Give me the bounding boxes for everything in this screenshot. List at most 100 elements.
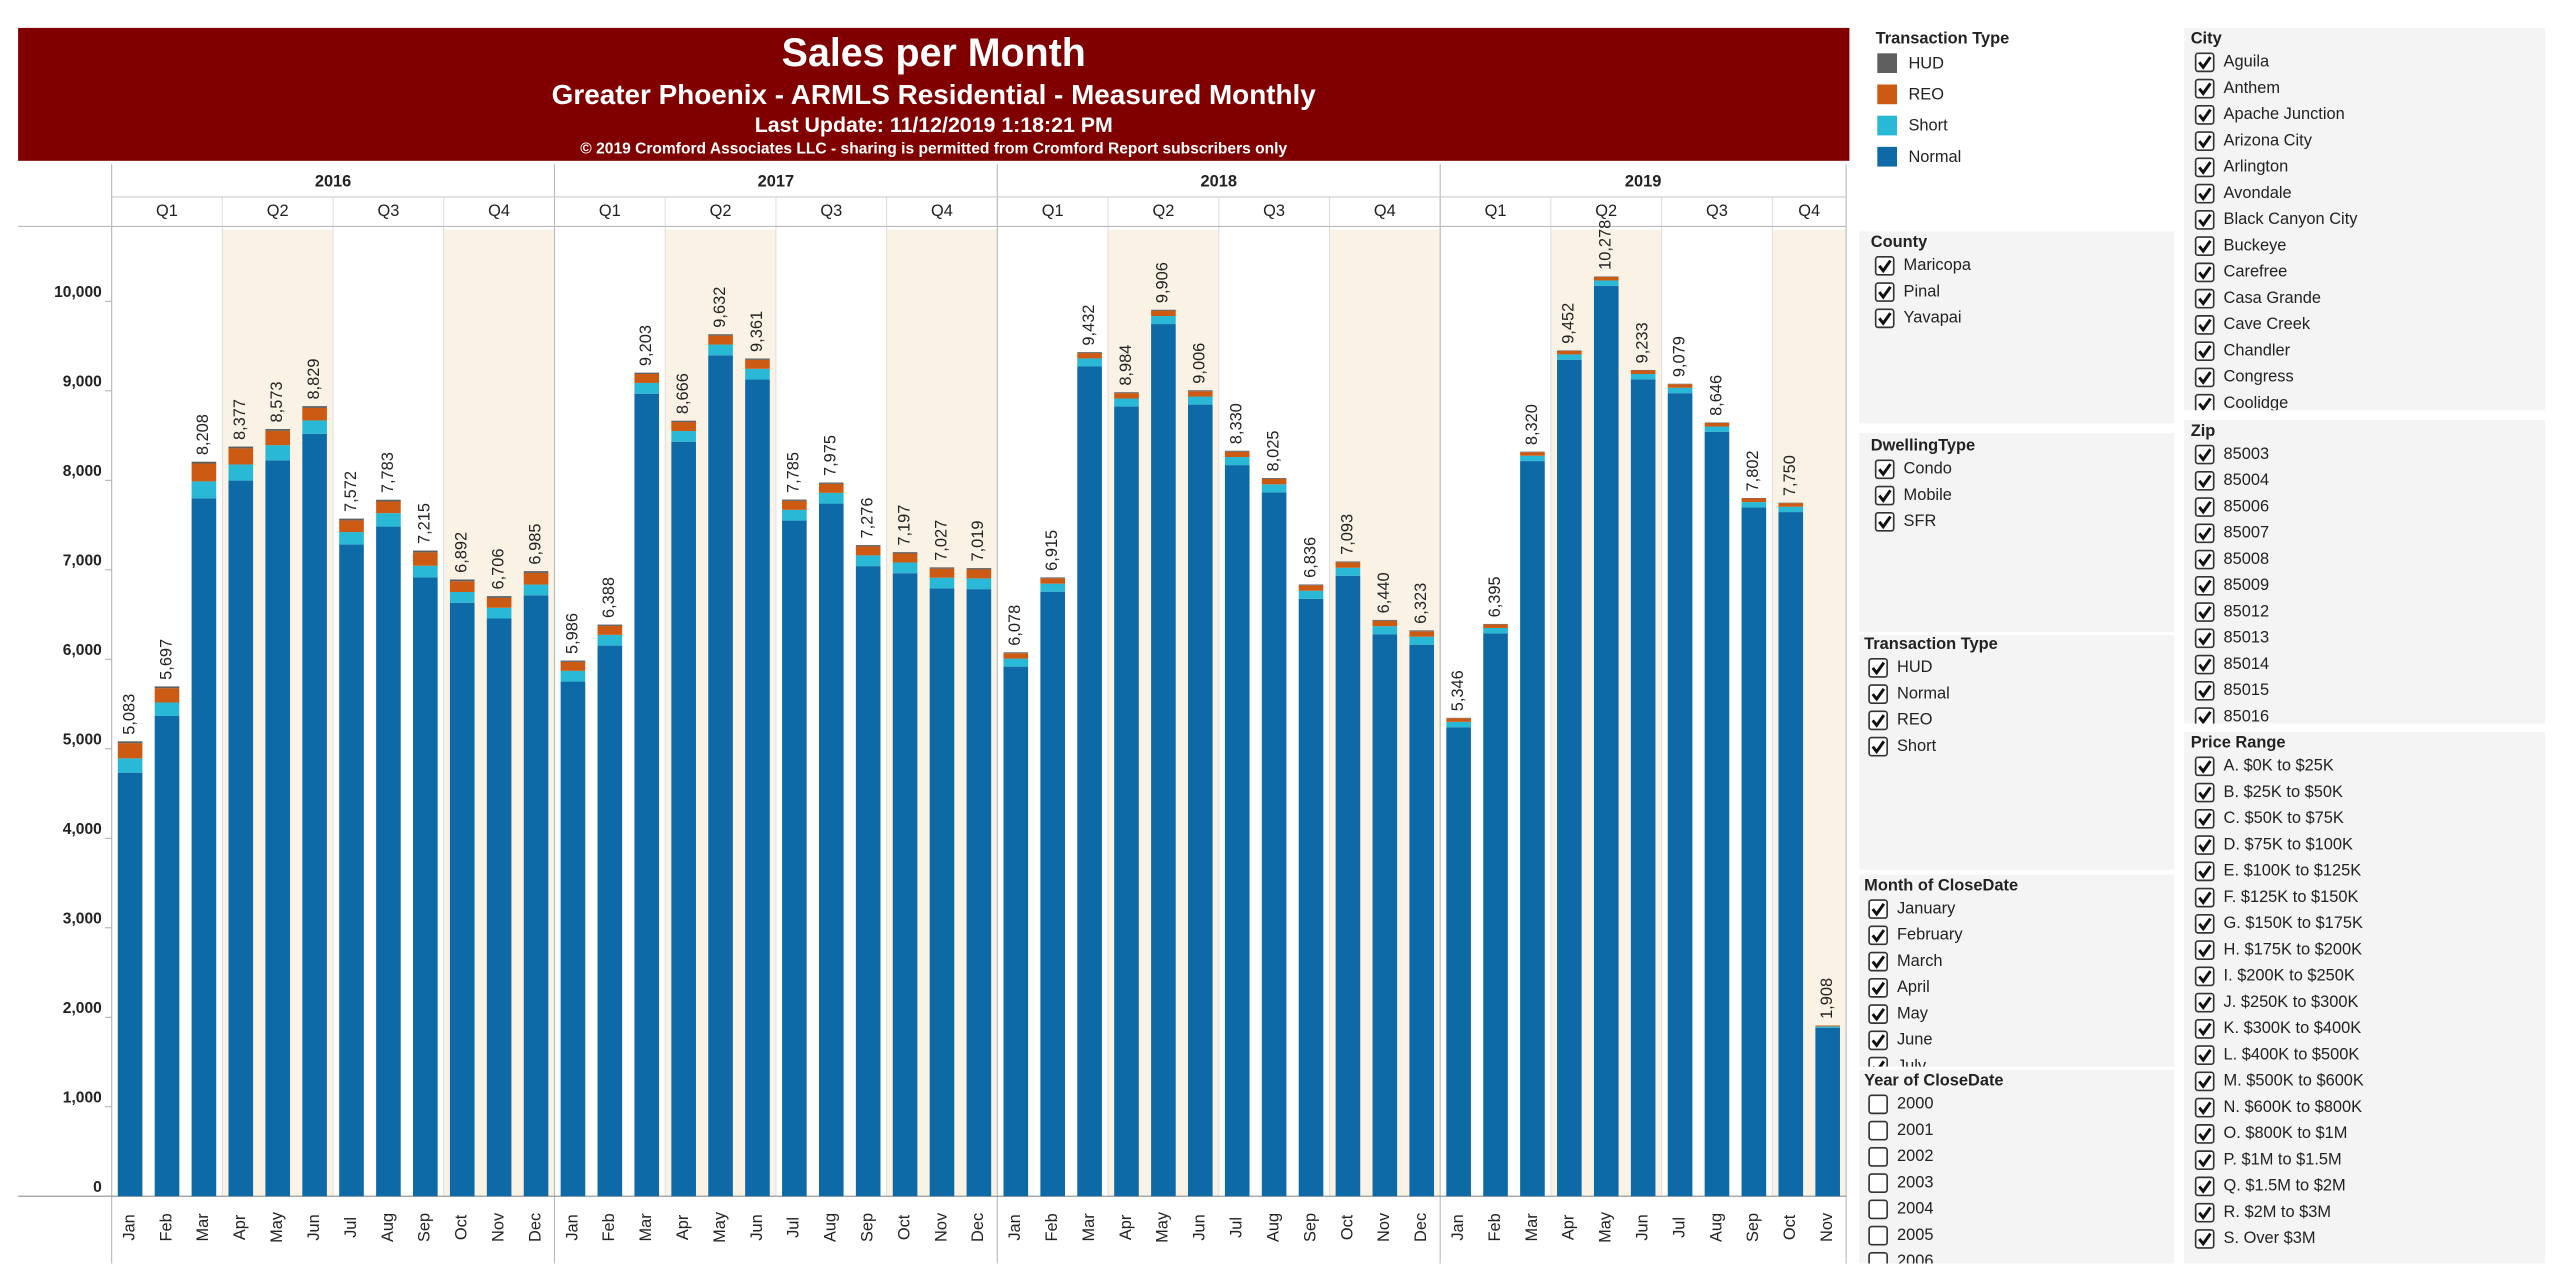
filter-option[interactable]: Apache Junction <box>2224 105 2345 123</box>
checkbox[interactable] <box>2194 183 2215 204</box>
checkbox[interactable] <box>1874 308 1895 329</box>
legend-label[interactable]: REO <box>1908 86 1944 104</box>
checkbox[interactable] <box>1868 736 1888 757</box>
checkbox[interactable] <box>1874 511 1895 532</box>
checkmark[interactable] <box>2198 684 2212 699</box>
checkmark[interactable] <box>2198 553 2212 567</box>
filter-option[interactable]: February <box>1897 926 1963 944</box>
filter-option[interactable]: March <box>1897 952 1943 970</box>
filter-option[interactable]: 2006 <box>1897 1252 1933 1270</box>
checkmark[interactable] <box>1871 955 1886 969</box>
checkmark[interactable] <box>1878 312 1892 326</box>
checkmark[interactable] <box>1878 285 1892 300</box>
checkmark[interactable] <box>2198 786 2212 800</box>
filter-option[interactable]: April <box>1897 978 1930 996</box>
filter-option[interactable]: June <box>1897 1031 1933 1049</box>
checkmark[interactable] <box>2198 292 2212 307</box>
filter-option[interactable]: 85013 <box>2224 629 2270 647</box>
filter-option[interactable]: L. $400K to $500K <box>2224 1045 2360 1063</box>
checkmark[interactable] <box>2198 1154 2212 1168</box>
checkbox[interactable] <box>2194 782 2215 803</box>
checkbox[interactable] <box>2194 707 2215 726</box>
filter-option[interactable]: Buckeye <box>2224 236 2287 254</box>
filter-option[interactable]: 2003 <box>1897 1173 1933 1191</box>
filter-option[interactable]: F. $125K to $150K <box>2224 888 2359 906</box>
checkmark[interactable] <box>2198 1101 2212 1116</box>
checkbox[interactable] <box>2194 341 2215 362</box>
filter-option[interactable]: D. $75K to $100K <box>2224 835 2353 853</box>
checkmark[interactable] <box>2198 82 2212 96</box>
filter-option[interactable]: R. $2M to $3M <box>2224 1203 2332 1221</box>
filter-option[interactable]: Arizona City <box>2224 131 2313 149</box>
checkmark[interactable] <box>2198 917 2212 932</box>
checkmark[interactable] <box>2198 891 2212 905</box>
checkbox[interactable] <box>2194 628 2215 649</box>
legend-swatch[interactable] <box>1877 146 1897 167</box>
checkmark[interactable] <box>2198 135 2212 149</box>
checkbox[interactable] <box>2194 1045 2215 1065</box>
checkmark[interactable] <box>1871 929 1886 943</box>
checkbox[interactable] <box>2194 210 2215 230</box>
checkbox[interactable] <box>2194 549 2215 570</box>
checkbox[interactable] <box>1868 1173 1888 1193</box>
checkmark[interactable] <box>2198 1232 2212 1247</box>
filter-option[interactable]: Cave Creek <box>2224 315 2311 333</box>
checkmark[interactable] <box>1871 661 1886 676</box>
checkbox[interactable] <box>2194 1150 2215 1170</box>
filter-option[interactable]: 85016 <box>2224 707 2270 725</box>
filter-option[interactable]: 2000 <box>1897 1095 1933 1113</box>
checkbox[interactable] <box>2194 1019 2215 1039</box>
checkmark[interactable] <box>2198 812 2212 827</box>
checkmark[interactable] <box>2198 345 2212 359</box>
checkbox[interactable] <box>2194 756 2215 777</box>
checkmark[interactable] <box>2198 944 2212 958</box>
checkmark[interactable] <box>2198 1206 2212 1221</box>
checkmark[interactable] <box>2198 318 2212 333</box>
checkmark[interactable] <box>2198 266 2212 280</box>
checkmark[interactable] <box>2198 605 2212 620</box>
filter-option[interactable]: 2001 <box>1897 1121 1933 1139</box>
checkbox[interactable] <box>1868 1030 1888 1051</box>
checkmark[interactable] <box>2198 527 2212 541</box>
checkbox[interactable] <box>2194 914 2215 934</box>
checkbox[interactable] <box>2194 497 2215 517</box>
checkbox[interactable] <box>1868 1094 1888 1115</box>
filter-option[interactable]: J. $250K to $300K <box>2224 993 2359 1011</box>
checkmark[interactable] <box>2198 632 2212 646</box>
filter-option[interactable]: Coolidge <box>2224 394 2289 412</box>
filter-option[interactable]: G. $150K to $175K <box>2224 914 2363 932</box>
checkmark[interactable] <box>2198 187 2212 202</box>
filter-option[interactable]: N. $600K to $800K <box>2224 1098 2363 1116</box>
checkmark[interactable] <box>2198 996 2212 1010</box>
checkbox[interactable] <box>2194 1097 2215 1118</box>
checkbox[interactable] <box>2194 861 2215 882</box>
checkmark[interactable] <box>1878 515 1892 530</box>
filter-option[interactable]: Short <box>1897 737 1937 755</box>
filter-option[interactable]: Yavapai <box>1904 309 1962 327</box>
filter-option[interactable]: 85009 <box>2224 576 2270 594</box>
checkmark[interactable] <box>1871 902 1886 917</box>
checkbox[interactable] <box>2194 835 2215 855</box>
checkmark[interactable] <box>1871 981 1886 996</box>
checkbox[interactable] <box>2194 444 2215 465</box>
filter-option[interactable]: Aguila <box>2224 53 2270 71</box>
checkbox[interactable] <box>2194 887 2215 908</box>
legend-label[interactable]: HUD <box>1908 54 1944 72</box>
filter-option[interactable]: Q. $1.5M to $2M <box>2224 1177 2346 1195</box>
checkbox[interactable] <box>1868 1147 1888 1167</box>
checkmark[interactable] <box>1871 714 1886 728</box>
checkmark[interactable] <box>2198 1075 2212 1089</box>
checkbox[interactable] <box>2194 262 2215 283</box>
filter-option[interactable]: Mobile <box>1904 486 1952 504</box>
legend-label[interactable]: Normal <box>1908 148 1961 166</box>
checkbox[interactable] <box>2194 288 2215 309</box>
checkmark[interactable] <box>2198 161 2212 175</box>
checkbox[interactable] <box>1868 684 1888 704</box>
filter-option[interactable]: I. $200K to $250K <box>2224 967 2355 985</box>
checkbox[interactable] <box>1874 282 1895 302</box>
checkmark[interactable] <box>1878 489 1892 503</box>
checkbox[interactable] <box>2194 940 2215 960</box>
filter-option[interactable]: Condo <box>1904 460 1952 478</box>
filter-option[interactable]: Anthem <box>2224 79 2281 97</box>
checkmark[interactable] <box>2198 1022 2212 1037</box>
